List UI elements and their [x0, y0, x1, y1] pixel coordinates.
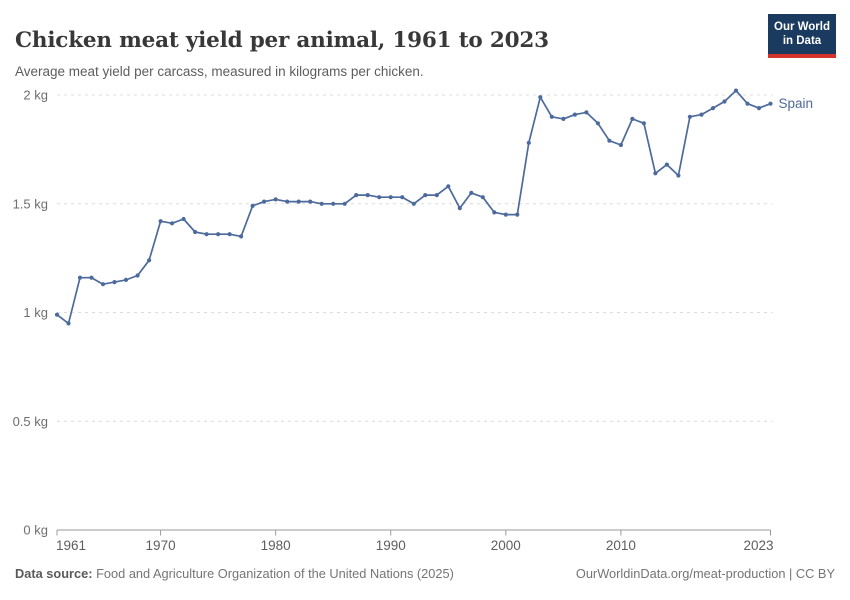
series-point — [710, 106, 716, 111]
x-tick-label: 1980 — [261, 538, 291, 553]
y-tick-label: 0 kg — [23, 523, 48, 538]
series-point — [595, 121, 601, 126]
attribution-text: OurWorldinData.org/meat-production | CC … — [575, 566, 835, 581]
series-point — [492, 210, 497, 215]
series-point — [653, 171, 658, 176]
chart-footer: Data source: Food and Agriculture Organi… — [15, 566, 835, 581]
series-point — [618, 142, 624, 148]
series-point — [446, 184, 451, 189]
series-point — [296, 199, 301, 204]
chart-subtitle: Average meat yield per carcass, measured… — [15, 63, 424, 79]
series-point — [722, 99, 727, 104]
series-line-spain[interactable] — [56, 89, 771, 325]
series-point — [676, 173, 681, 178]
series-point — [388, 195, 393, 200]
series-point — [745, 101, 750, 106]
series-point — [262, 199, 267, 204]
series-point — [66, 321, 71, 326]
series-point — [193, 229, 198, 235]
series-point — [89, 275, 94, 280]
series-point — [147, 258, 152, 263]
series-point — [538, 95, 543, 100]
series-point — [768, 101, 773, 106]
series-point — [664, 162, 670, 167]
series-point — [561, 116, 566, 121]
x-tick-label: 2023 — [743, 538, 773, 553]
data-source-text: Food and Agriculture Organization of the… — [96, 566, 454, 581]
x-tick-label: 1970 — [146, 538, 176, 553]
logo-line2: in Data — [782, 35, 822, 48]
y-tick-label: 0.5 kg — [13, 414, 48, 429]
series-point — [457, 206, 462, 211]
series-point — [112, 280, 117, 285]
series-point — [756, 106, 762, 111]
x-tick-label: 2010 — [606, 538, 636, 553]
series-point — [469, 190, 474, 195]
series-point — [549, 114, 554, 119]
y-tick-label: 2 kg — [23, 88, 48, 103]
series-point — [342, 201, 347, 206]
series-point — [227, 232, 232, 237]
series-point — [423, 193, 428, 198]
series-point — [170, 221, 175, 226]
series-point — [400, 195, 405, 200]
series-point — [434, 193, 439, 198]
x-tick-label: 1961 — [56, 538, 86, 553]
series-point — [285, 199, 290, 204]
series-point — [630, 116, 635, 121]
data-source-note: Data source: Food and Agriculture Organi… — [15, 566, 454, 581]
series-point — [239, 234, 244, 239]
series-point — [331, 201, 336, 206]
series-point — [411, 201, 416, 206]
chart-title: Chicken meat yield per animal, 1961 to 2… — [15, 28, 549, 54]
series-point — [584, 110, 589, 115]
series-point — [54, 312, 60, 317]
series-point — [273, 197, 278, 202]
series-point — [733, 88, 739, 93]
series-point — [216, 232, 221, 237]
series-point — [181, 216, 186, 222]
logo-line1: Our World — [774, 21, 831, 33]
series-point — [123, 277, 129, 282]
series-end-label: Spain — [779, 96, 814, 111]
series-point — [607, 138, 612, 143]
series-point — [365, 193, 370, 198]
series-point — [572, 112, 578, 117]
series-point — [641, 121, 647, 126]
series-point — [699, 112, 704, 117]
series-point — [250, 203, 255, 208]
series-point — [687, 114, 693, 119]
series-point — [319, 201, 324, 206]
series-point — [158, 219, 163, 224]
series-point — [135, 273, 140, 278]
series-point — [377, 195, 382, 200]
data-source-label: Data source: — [15, 566, 93, 581]
owid-logo[interactable]: Our World in Data — [768, 14, 836, 58]
series-point — [526, 140, 531, 145]
series-point — [515, 212, 520, 217]
series-point — [354, 193, 359, 198]
x-tick-label: 1990 — [376, 538, 406, 553]
series-point — [77, 275, 83, 280]
series-point — [308, 199, 313, 204]
x-tick-label: 2000 — [491, 538, 521, 553]
series-point — [100, 282, 106, 287]
series-point — [204, 232, 209, 237]
y-tick-label: 1.5 kg — [13, 196, 48, 211]
y-tick-label: 1 kg — [23, 305, 48, 320]
series-point — [503, 212, 508, 217]
series-point — [480, 195, 485, 200]
